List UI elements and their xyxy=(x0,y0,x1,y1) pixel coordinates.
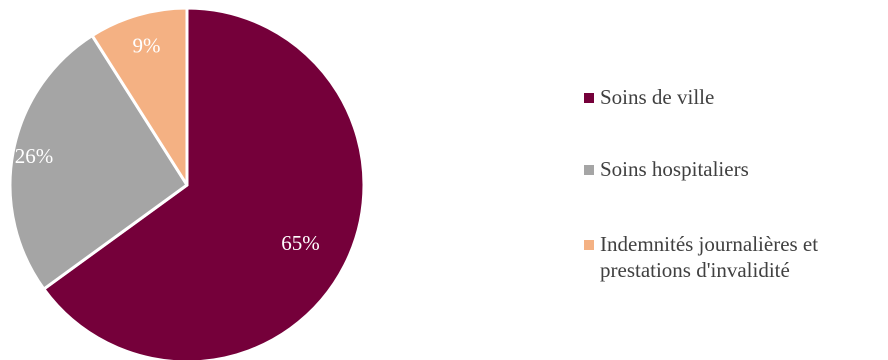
legend-label-soins-hospitaliers: Soins hospitaliers xyxy=(600,157,749,181)
legend-swatch-soins-de-ville xyxy=(584,93,594,103)
legend-swatch-soins-hospitaliers xyxy=(584,165,594,175)
legend-item-indemnites: Indemnités journalières et prestations d… xyxy=(584,231,870,283)
legend-label-soins-de-ville: Soins de ville xyxy=(600,85,715,109)
pie-value-label-soins-de-ville: 65% xyxy=(281,231,320,255)
pie-value-labels: 65% 26% 9% xyxy=(15,34,320,255)
legend-item-soins-hospitaliers: Soins hospitaliers xyxy=(584,156,749,182)
pie-slice-soins-de-ville xyxy=(42,6,366,360)
pie-slice-indemnites xyxy=(90,6,189,187)
pie-value-label-soins-hospitaliers: 26% xyxy=(15,144,54,168)
legend-label-indemnites: Indemnités journalières et prestations d… xyxy=(600,232,819,282)
pie-value-label-indemnites: 9% xyxy=(133,34,161,58)
pie-slices xyxy=(8,6,366,360)
legend-item-soins-de-ville: Soins de ville xyxy=(584,84,714,110)
pie-slice-soins-hospitaliers xyxy=(8,34,189,291)
legend-swatch-indemnites xyxy=(584,240,594,250)
